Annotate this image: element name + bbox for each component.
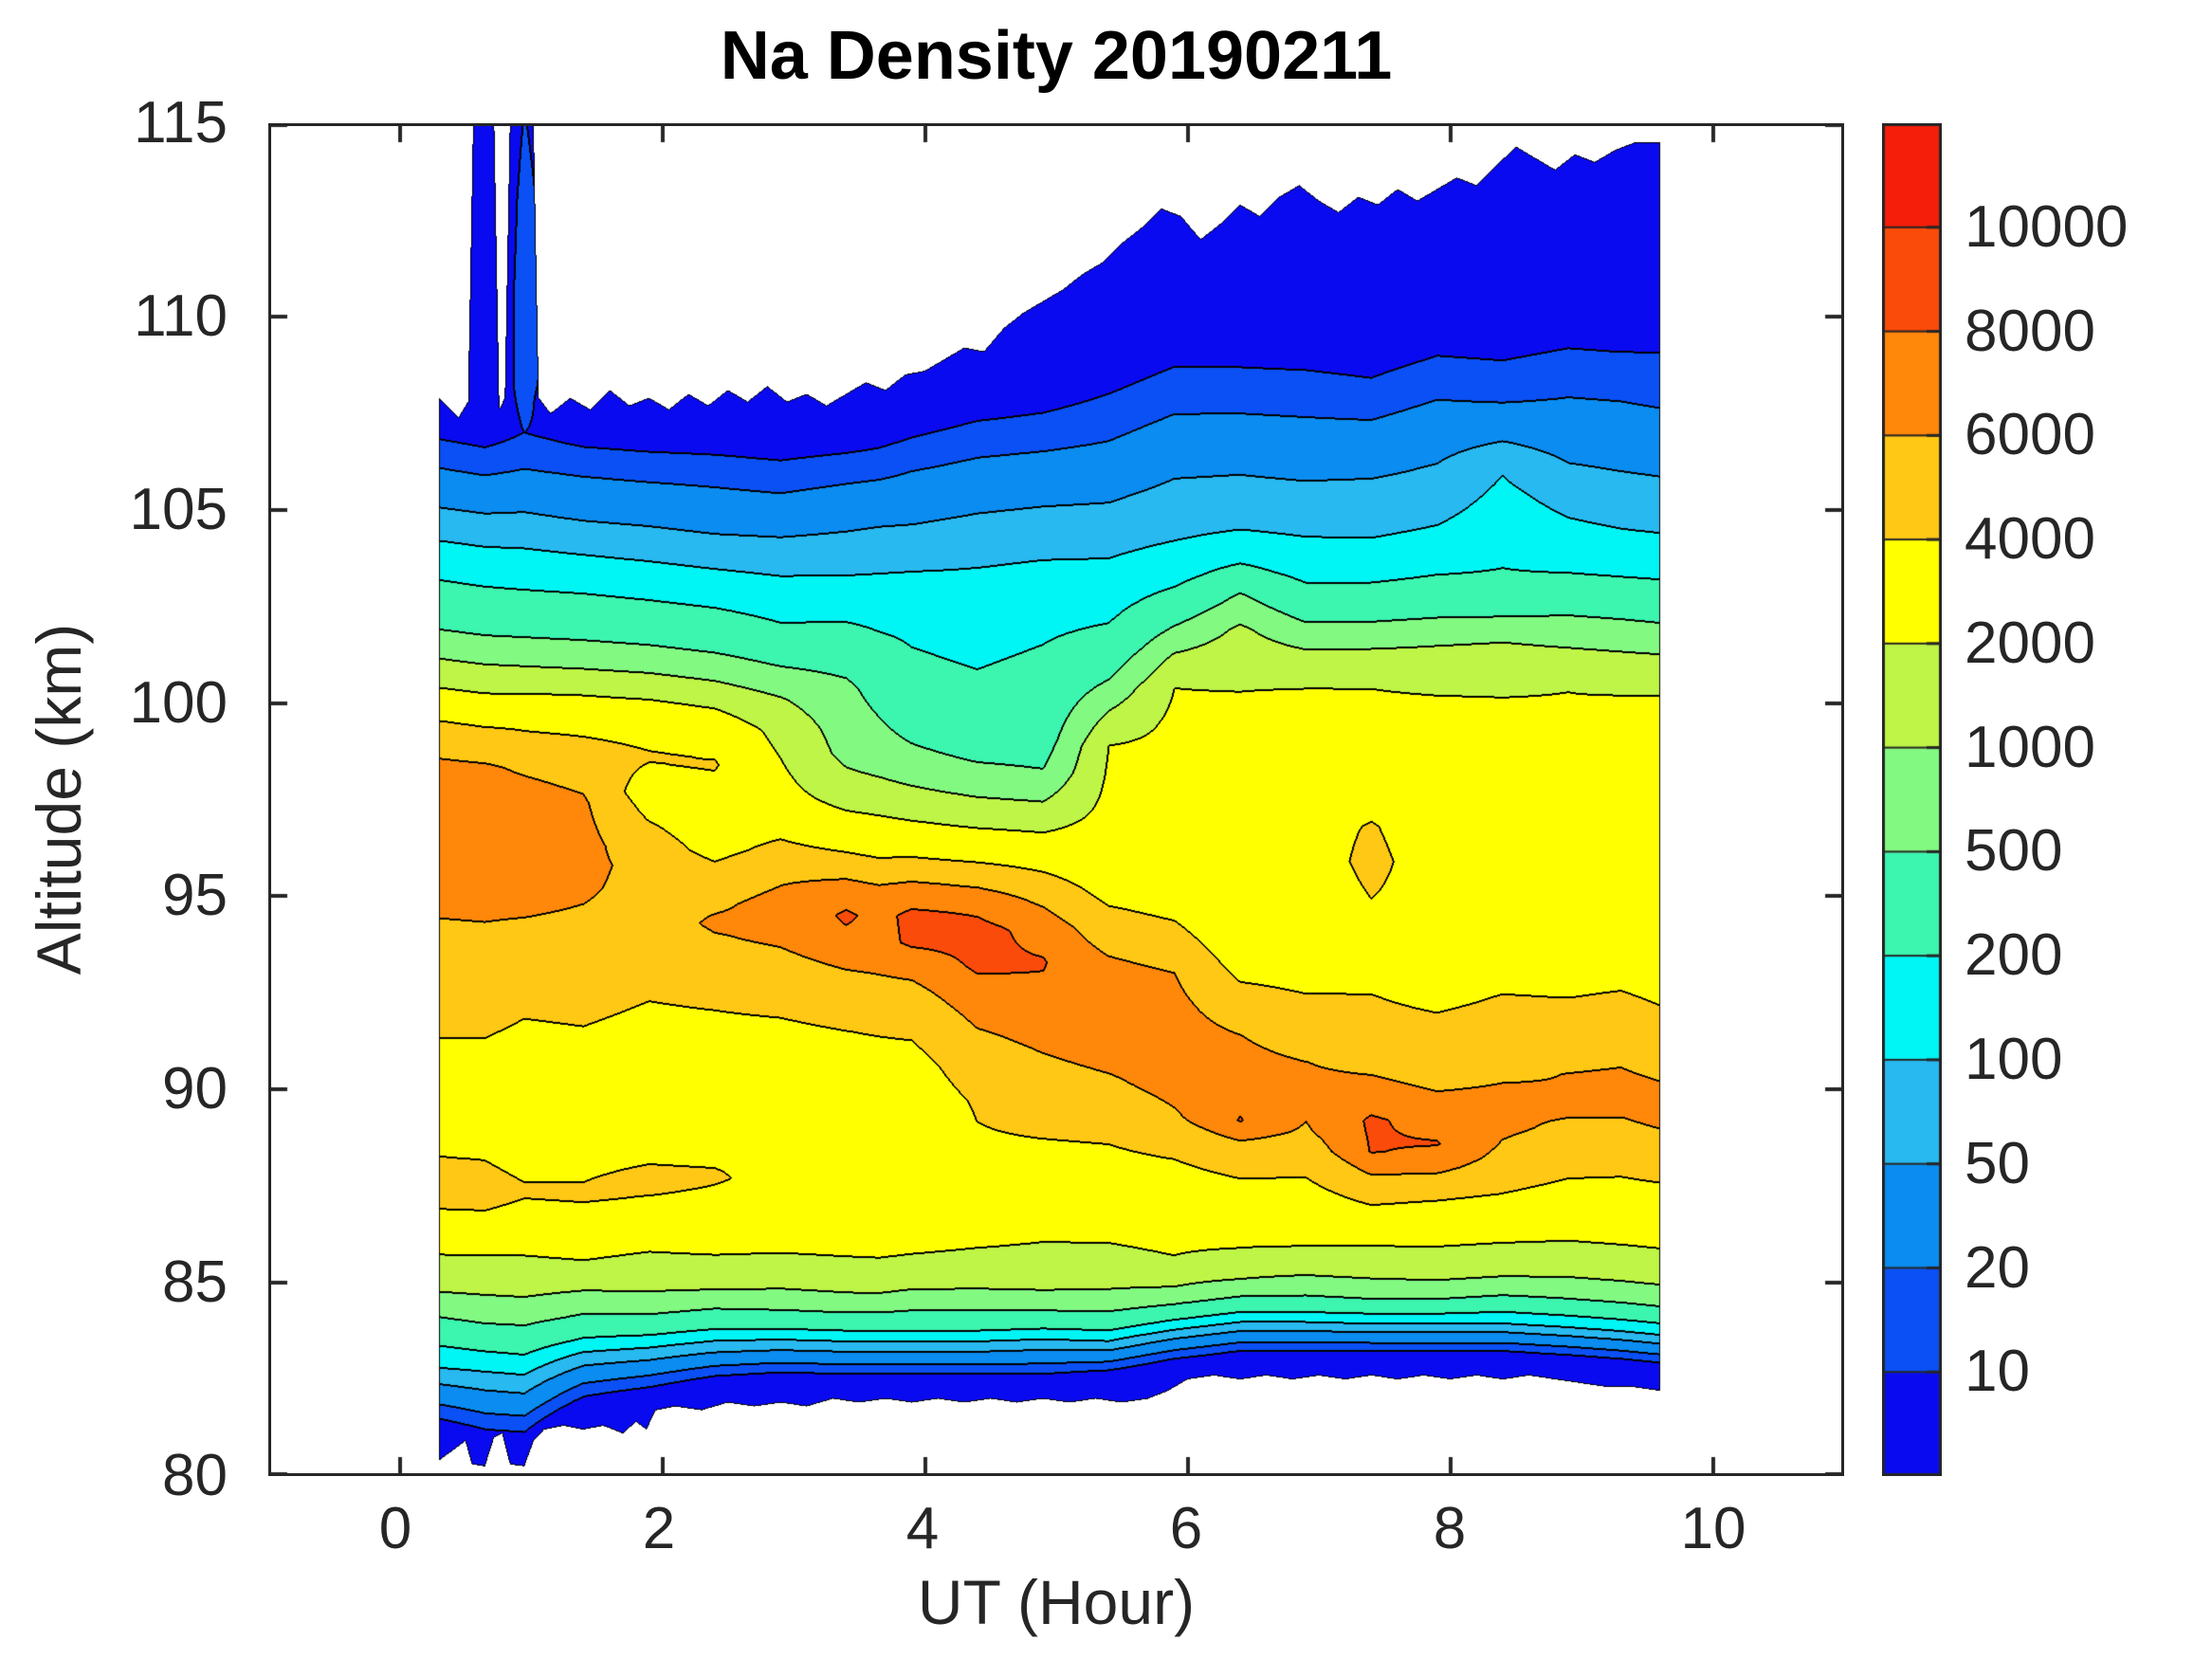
colorbar-label-10: 10 <box>1965 1339 2030 1404</box>
x-tick-label-4: 4 <box>905 1496 940 1561</box>
y-tick-label-95: 95 <box>162 863 228 928</box>
y-tick-label-110: 110 <box>134 283 228 349</box>
colorbar-label-20: 20 <box>1965 1235 2030 1301</box>
y-tick-label-105: 105 <box>129 477 228 542</box>
colorbar-label-6000: 6000 <box>1965 402 2095 467</box>
colorbar-label-50: 50 <box>1965 1131 2030 1196</box>
y-tick-label-80: 80 <box>162 1443 228 1508</box>
colorbar-label-1000: 1000 <box>1965 715 2095 780</box>
x-axis-label: UT (Hour) <box>917 1567 1196 1637</box>
x-tick-label-0: 0 <box>378 1496 412 1561</box>
y-tick-label-100: 100 <box>129 670 228 736</box>
colorbar-label-2000: 2000 <box>1965 611 2095 676</box>
colorbar-label-4000: 4000 <box>1965 506 2095 572</box>
chart-title: Na Density 20190211 <box>720 18 1393 94</box>
y-tick-label-90: 90 <box>162 1056 228 1121</box>
colorbar-label-500: 500 <box>1965 818 2063 884</box>
x-tick-label-2: 2 <box>642 1496 676 1561</box>
colorbar-label-200: 200 <box>1965 922 2063 988</box>
x-tick-label-10: 10 <box>1680 1496 1746 1561</box>
y-tick-label-85: 85 <box>162 1249 228 1315</box>
colorbar <box>1882 123 1942 1476</box>
y-axis-label: Altitude (km) <box>24 623 94 975</box>
x-tick-label-6: 6 <box>1169 1496 1203 1561</box>
colorbar-label-10000: 10000 <box>1965 194 2129 260</box>
x-tick-label-8: 8 <box>1433 1496 1467 1561</box>
colorbar-label-100: 100 <box>1965 1027 2063 1092</box>
colorbar-label-8000: 8000 <box>1965 299 2095 364</box>
contour-plot-canvas <box>268 123 1844 1476</box>
y-tick-label-115: 115 <box>134 90 228 155</box>
